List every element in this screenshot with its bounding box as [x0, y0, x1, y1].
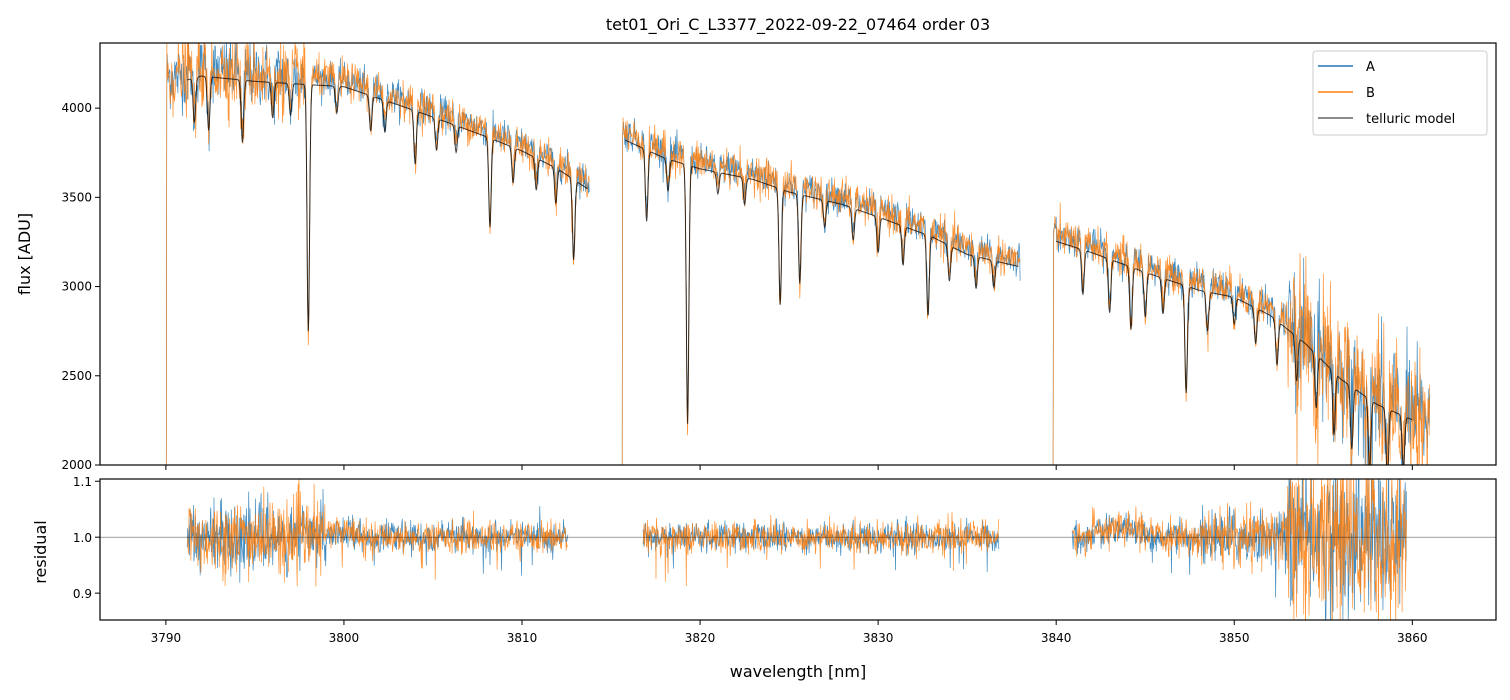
telluric-model-segment: [187, 75, 588, 331]
y-tick-label-top: 2500: [61, 369, 92, 383]
top-axes-frame: [99, 42, 1497, 466]
x-tick-label: 3820: [685, 631, 716, 645]
x-tick-label: 3810: [507, 631, 538, 645]
x-tick-label: 3790: [151, 631, 182, 645]
top-panel-data: [165, 43, 1431, 465]
residual-b-segment: [1071, 479, 1407, 620]
legend-label-b: B: [1366, 86, 1375, 101]
x-tick-label: 3830: [863, 631, 894, 645]
y-tick-label-top: 3500: [61, 190, 92, 204]
bottom-ylabel: residual: [31, 520, 50, 583]
y-tick-label-bottom: 0.9: [73, 587, 92, 601]
y-tick-label-bottom: 1.0: [73, 531, 92, 545]
x-tick-label: 3850: [1219, 631, 1250, 645]
y-tick-label-top: 3000: [61, 280, 92, 294]
x-tick-label: 3840: [1041, 631, 1072, 645]
y-tick-label-top: 2000: [61, 458, 92, 472]
xlabel: wavelength [nm]: [730, 662, 867, 681]
legend: A B telluric model: [1312, 50, 1488, 136]
series-b-segment: [165, 43, 590, 465]
bottom-panel-data: [100, 479, 1496, 620]
telluric-model-segment: [625, 139, 1019, 424]
x-tick-label: 3800: [329, 631, 360, 645]
chart-title: tet01_Ori_C_L3377_2022-09-22_07464 order…: [606, 15, 990, 35]
series-b-segment: [621, 117, 1021, 465]
residual-a-segment: [1071, 479, 1407, 620]
y-tick-label-bottom: 1.1: [73, 475, 92, 489]
series-b-segment: [1052, 202, 1431, 465]
legend-label-a: A: [1366, 60, 1375, 75]
x-tick-label: 3860: [1397, 631, 1428, 645]
series-a-segment: [1052, 216, 1431, 465]
residual-b-segment: [642, 511, 1000, 587]
legend-label-telluric: telluric model: [1366, 112, 1455, 127]
top-ylabel: flux [ADU]: [15, 213, 34, 295]
y-tick-label-top: 4000: [61, 101, 92, 115]
bottom-axes-frame: [99, 478, 1497, 621]
series-a-segment: [621, 118, 1021, 465]
telluric-model-segment: [1056, 240, 1413, 465]
